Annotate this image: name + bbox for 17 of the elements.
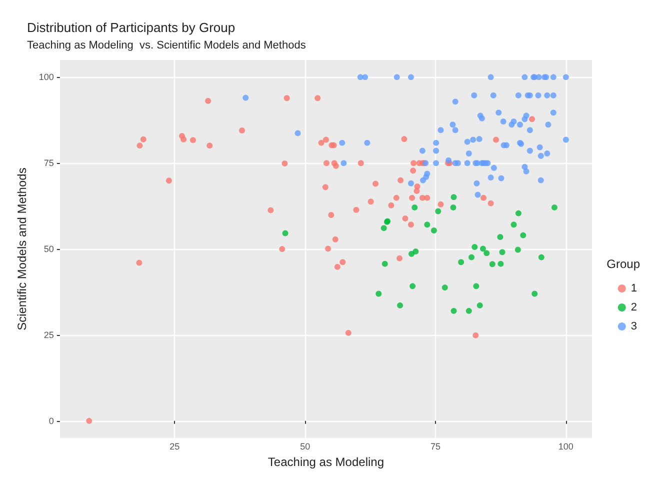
y-tick-label: 0 [48, 416, 54, 426]
legend-label: 2 [630, 302, 638, 314]
x-tick-label: 25 [170, 442, 180, 452]
y-tick-label: 75 [44, 158, 54, 168]
x-tick-label: 100 [558, 442, 574, 452]
y-tick-label: 100 [38, 72, 54, 82]
chart-title: Distribution of Participants by Group [27, 20, 236, 35]
y-tick-label: 50 [44, 244, 54, 254]
x-tick-label: 50 [300, 442, 310, 452]
legend-title: Group [606, 257, 640, 271]
y-tick-label: 25 [44, 330, 54, 340]
x-axis-title: Teaching as Modeling [268, 455, 384, 469]
chart-subtitle: Teaching as Modeling vs. Scientific Models and Methods [27, 40, 306, 52]
x-tick-label: 75 [430, 442, 441, 452]
legend-label: 3 [630, 320, 638, 332]
y-axis-title: Scientific Models and Methods [15, 168, 29, 330]
legend-label: 1 [630, 282, 638, 294]
